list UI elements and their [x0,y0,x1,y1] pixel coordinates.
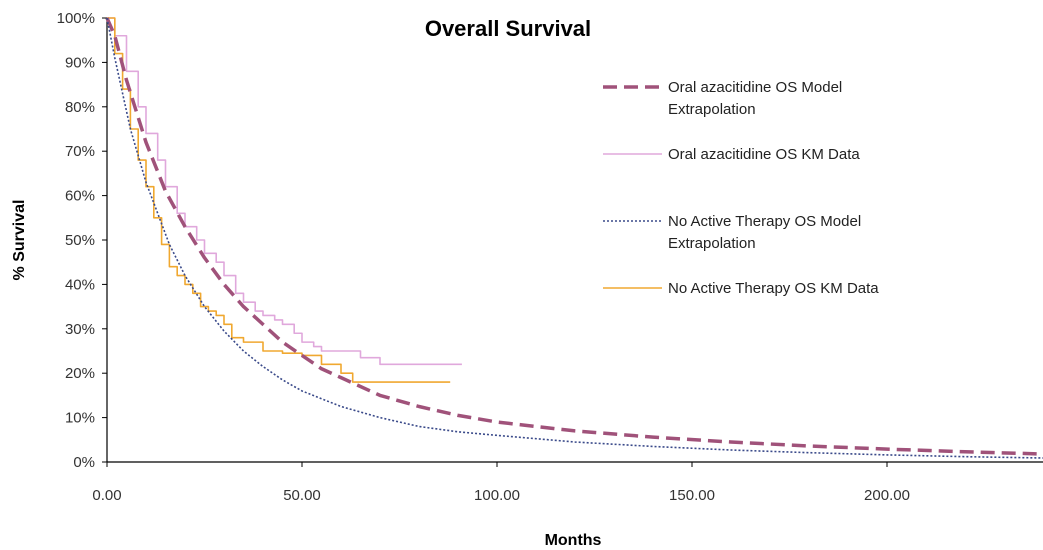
legend-label-1: Oral azacitidine OS KM Data [668,146,860,163]
y-tick-label: 60% [65,188,95,205]
series-layer [105,17,1043,459]
y-tick-label: 70% [65,143,95,160]
y-tick-label: 50% [65,232,95,249]
x-axis-title: Months [545,532,602,549]
x-tick-label: 150.00 [669,487,715,504]
y-tick-label: 10% [65,410,95,427]
x-tick-label: 50.00 [283,487,321,504]
y-tick-label: 0% [73,454,95,471]
series-line-0 [105,17,1043,456]
legend-label-0: Oral azacitidine OS Model Extrapolation [668,79,842,118]
x-tick-label: 0.00 [92,487,121,504]
y-tick-label: 30% [65,321,95,338]
series-line-3 [107,17,451,383]
legend: Oral azacitidine OS Model Extrapolation Or… [603,79,879,297]
series-line-1 [107,17,462,366]
legend-label-3: No Active Therapy OS KM Data [668,280,879,297]
x-tick-label: 200.00 [864,487,910,504]
y-tick-label: 90% [65,54,95,71]
axes: 0% 10% 20% 30% 40% 50% 60% 70% 80% 90% 100% 0.00 50.… [57,10,1043,504]
chart-title: Overall Survival [425,16,591,41]
y-tick-label: 20% [65,365,95,382]
legend-label-2: No Active Therapy OS Model Extrapolation [668,213,861,252]
x-tick-label: 100.00 [474,487,520,504]
y-tick-label: 100% [57,10,95,27]
y-tick-label: 80% [65,99,95,116]
series-line-2 [106,17,1043,459]
y-tick-label: 40% [65,276,95,293]
y-axis-title: % Survival [11,200,28,281]
